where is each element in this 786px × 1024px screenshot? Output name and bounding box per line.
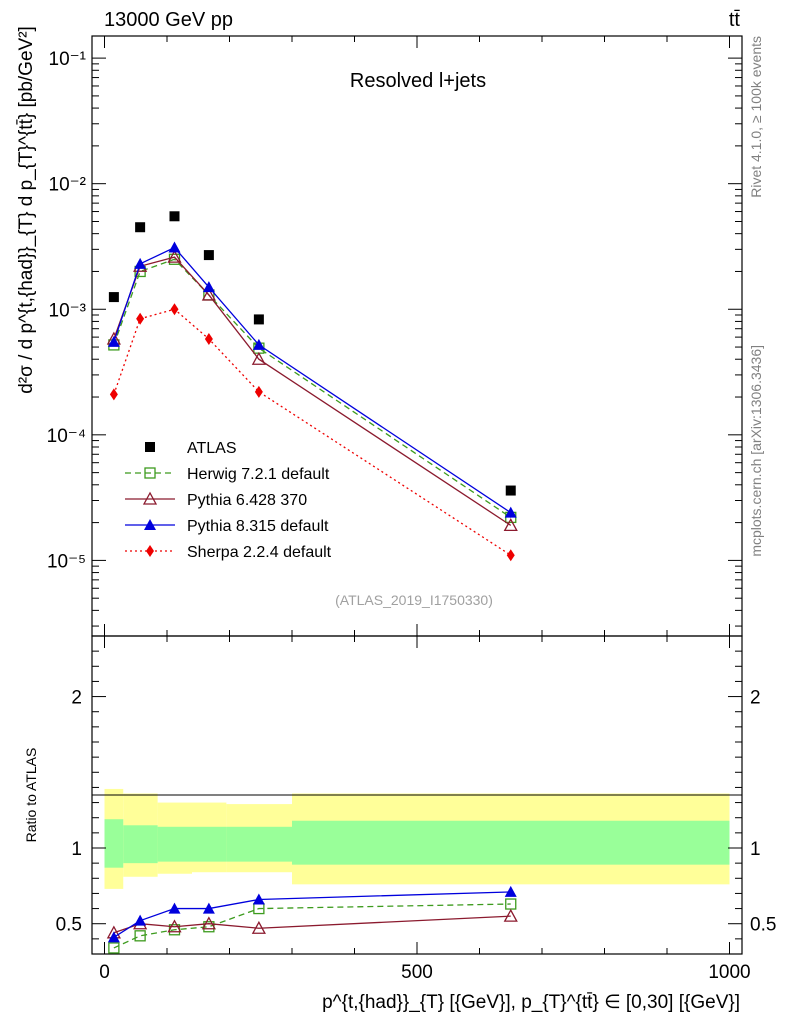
ratio-tick-label: 1 [71, 839, 82, 860]
ratio-point-pythia-8-315-default [134, 914, 147, 926]
ratio-tick-label: 0.5 [56, 915, 82, 936]
y-axis-label: d²σ / d p^{t,{had}}_{T} d p_{T}^{tt̄} [p… [16, 26, 37, 394]
ratio-band-stat [157, 826, 192, 862]
series-line-herwig-7-2-1-default [113, 258, 512, 518]
analysis-label: (ATLAS_2019_I1750330) [335, 592, 493, 608]
point-sherpa-2-2-4-default [204, 332, 213, 345]
point-atlas [108, 292, 119, 303]
point-atlas [253, 314, 264, 325]
ratio-band-stat [226, 826, 292, 862]
series-line-pythia-8-315-default [113, 246, 512, 514]
rivet-label: Rivet 4.1.0, ≥ 100k events [748, 36, 764, 198]
legend-marker-pythia-8-315-default [144, 519, 156, 530]
legend-label-sherpa-2-2-4-default: Sherpa 2.2.4 default [187, 544, 332, 561]
point-sherpa-2-2-4-default [170, 303, 179, 316]
legend-marker-herwig-7-2-1-default [144, 467, 156, 479]
legend-marker-pythia-6-428-370 [142, 491, 158, 505]
ratio-point-herwig-7-2-1-default [134, 930, 146, 942]
x-tick-label: 1000 [708, 962, 750, 983]
legend-label-pythia-6-428-370: Pythia 6.428 370 [187, 492, 307, 509]
point-pythia-6-428-370 [503, 518, 518, 532]
chart-title: Resolved l+jets [350, 70, 486, 92]
legend-marker-sherpa-2-2-4-default [146, 545, 154, 557]
mcplots-label: mcplots.cern.ch [arXiv:1306.3436] [748, 345, 764, 557]
legend-label-atlas: ATLAS [187, 440, 237, 457]
point-pythia-6-428-370 [201, 287, 216, 301]
point-pythia-8-315-default [134, 257, 147, 269]
legend-marker-atlas [145, 442, 155, 452]
ratio-point-pythia-6-428-370 [251, 920, 266, 934]
ratio-point-pythia-8-315-default [504, 885, 517, 897]
ratio-band-stat [192, 826, 227, 862]
point-pythia-8-315-default [504, 506, 517, 518]
point-pythia-8-315-default [202, 281, 215, 293]
point-atlas [505, 485, 516, 496]
point-pythia-8-315-default [168, 241, 181, 253]
point-sherpa-2-2-4-default [506, 549, 515, 562]
header-right: tt̄ [729, 9, 741, 31]
ratio-band-stat [104, 819, 124, 868]
header-left: 13000 GeV pp [104, 9, 233, 31]
ratio-point-pythia-8-315-default [252, 893, 265, 905]
legend: ATLAS Herwig 7.2.1 default Pythia 6.428 37… [125, 440, 332, 561]
ratio-band-stat [292, 820, 730, 865]
point-sherpa-2-2-4-default [254, 385, 263, 398]
ratio-point-pythia-8-315-default [168, 902, 181, 914]
y-tick-label: 10⁻³ [49, 300, 87, 321]
ratio-series [106, 885, 518, 954]
point-pythia-8-315-default [107, 335, 120, 347]
x-tick-label: 0 [99, 962, 110, 983]
ratio-point-pythia-8-315-default [202, 902, 215, 914]
point-atlas [135, 222, 146, 233]
legend-label-pythia-8-315-default: Pythia 8.315 default [187, 518, 329, 535]
ratio-y-axis-label: Ratio to ATLAS [23, 748, 39, 843]
axes: 0 500 1000 10⁻⁵ 10⁻⁴ 10⁻³ 10⁻² 10⁻¹ 0.5 0.5 1 1 2 2 [47, 36, 776, 983]
y-tick-label: 10⁻¹ [49, 49, 87, 70]
ratio-band-stat [123, 825, 158, 864]
point-pythia-6-428-370 [167, 249, 182, 263]
ratio-tick-label: 2 [71, 688, 82, 709]
point-sherpa-2-2-4-default [136, 312, 145, 325]
ratio-point-pythia-6-428-370 [167, 919, 182, 933]
legend-label-herwig-7-2-1-default: Herwig 7.2.1 default [187, 466, 330, 483]
ratio-point-pythia-8-315-default [107, 931, 120, 943]
x-tick-label: 500 [401, 962, 433, 983]
y-tick-label: 10⁻⁵ [47, 551, 86, 572]
main-series [106, 211, 518, 562]
point-pythia-6-428-370 [251, 351, 266, 365]
ratio-tick-label-right: 1 [750, 839, 761, 860]
ratio-point-pythia-6-428-370 [201, 916, 216, 930]
ratio-tick-label-right: 0.5 [750, 915, 776, 936]
y-tick-label: 10⁻² [49, 175, 87, 196]
y-tick-label: 10⁻⁴ [47, 426, 86, 447]
ratio-tick-label-right: 2 [750, 688, 761, 709]
x-axis-label: p^{t,{had}}_{T} [{GeV}], p_{T}^{tt̄} ∈ [… [322, 992, 740, 1013]
ratio-bands [104, 788, 730, 889]
point-atlas [169, 211, 180, 222]
series-line-pythia-6-428-370 [113, 256, 512, 526]
ratio-point-herwig-7-2-1-default [108, 942, 120, 954]
point-sherpa-2-2-4-default [109, 388, 118, 401]
ratio-point-pythia-6-428-370 [503, 908, 518, 922]
point-pythia-8-315-default [252, 338, 265, 350]
series-line-sherpa-2-2-4-default [113, 308, 512, 556]
point-atlas [203, 250, 214, 261]
